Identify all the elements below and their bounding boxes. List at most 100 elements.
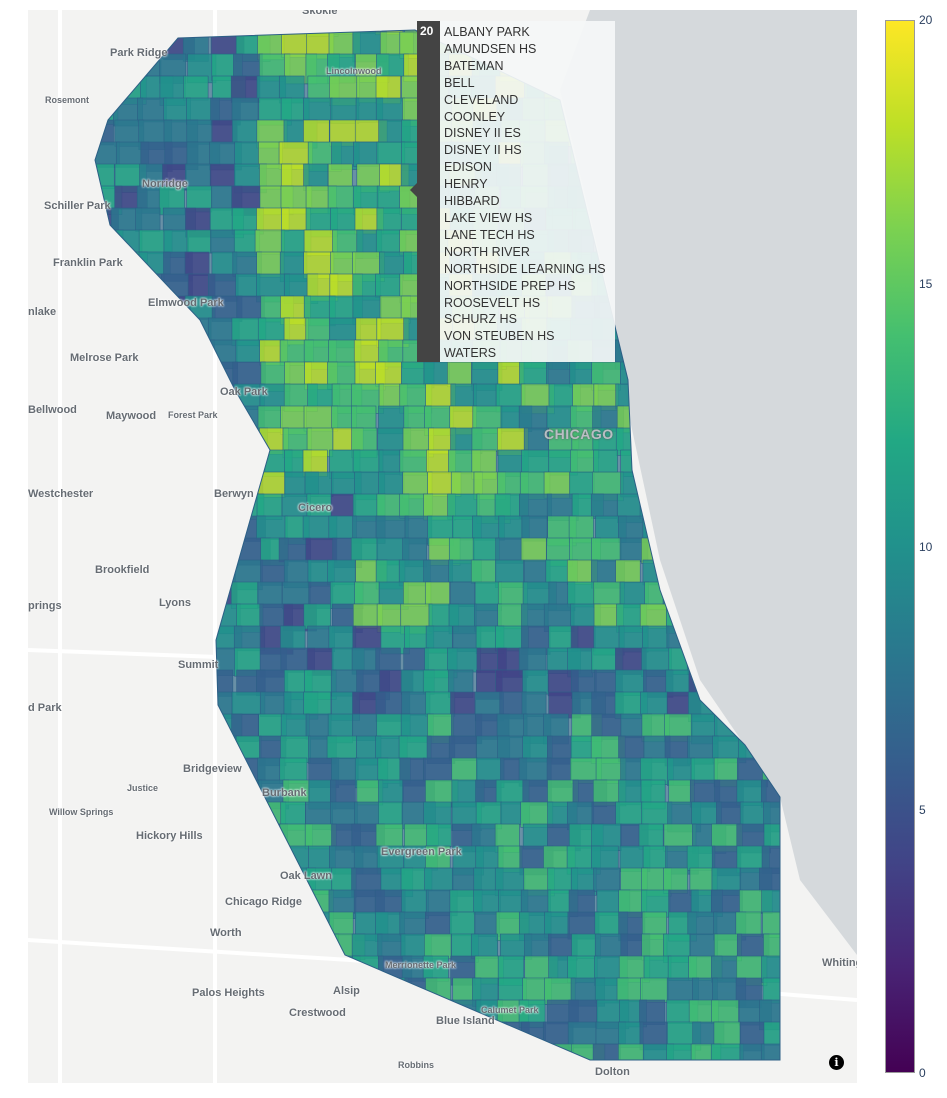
tract-cell[interactable]	[92, 273, 122, 304]
tract-cell[interactable]	[520, 537, 547, 562]
tract-cell[interactable]	[591, 713, 622, 740]
tract-cell[interactable]	[92, 845, 122, 874]
tract-cell[interactable]	[663, 867, 688, 894]
tract-cell[interactable]	[640, 977, 669, 1003]
tract-cell[interactable]	[282, 1043, 314, 1070]
tract-cell[interactable]	[234, 823, 266, 853]
tract-cell[interactable]	[713, 1021, 742, 1049]
tract-cell[interactable]	[789, 934, 821, 960]
tract-cell[interactable]	[423, 757, 453, 782]
tract-cell[interactable]	[640, 1066, 673, 1083]
tract-cell[interactable]	[451, 1043, 477, 1072]
tract-cell[interactable]	[88, 427, 116, 456]
tract-cell[interactable]	[327, 559, 356, 586]
tract-cell[interactable]	[260, 559, 288, 586]
tract-cell[interactable]	[113, 603, 139, 628]
tract-cell[interactable]	[162, 427, 192, 453]
tract-cell[interactable]	[115, 295, 149, 325]
tract-cell[interactable]	[93, 10, 120, 34]
tract-cell[interactable]	[763, 1066, 790, 1083]
tract-cell[interactable]	[785, 978, 816, 1007]
tract-cell[interactable]	[378, 471, 405, 495]
tract-cell[interactable]	[162, 383, 190, 413]
tract-cell[interactable]	[351, 1043, 381, 1071]
tract-cell[interactable]	[304, 933, 339, 957]
tract-cell[interactable]	[495, 1043, 527, 1067]
tract-cell[interactable]	[787, 1044, 814, 1072]
tract-cell[interactable]	[476, 1043, 503, 1074]
tract-cell[interactable]	[233, 53, 263, 81]
tract-cell[interactable]	[114, 493, 141, 521]
tract-cell[interactable]	[183, 10, 215, 37]
tract-cell[interactable]	[496, 713, 528, 739]
tract-cell[interactable]	[353, 1021, 378, 1046]
tract-cell[interactable]	[470, 933, 498, 959]
tract-cell[interactable]	[186, 691, 217, 720]
tract-cell[interactable]	[639, 999, 666, 1025]
tract-cell[interactable]	[161, 339, 189, 369]
tract-cell[interactable]	[735, 911, 762, 937]
tract-cell[interactable]	[184, 1043, 213, 1073]
tract-cell[interactable]	[401, 1021, 431, 1053]
tract-cell[interactable]	[113, 713, 145, 742]
tract-cell[interactable]	[110, 537, 137, 566]
tract-cell[interactable]	[162, 779, 196, 807]
tract-cell[interactable]	[158, 713, 186, 739]
tract-cell[interactable]	[350, 537, 379, 563]
tract-cell[interactable]	[375, 515, 409, 540]
tract-cell[interactable]	[113, 669, 144, 699]
tract-cell[interactable]	[303, 229, 338, 256]
tract-cell[interactable]	[472, 537, 500, 561]
tract-cell[interactable]	[519, 493, 552, 519]
tract-cell[interactable]	[160, 1066, 187, 1083]
tract-cell[interactable]	[93, 955, 127, 985]
tract-cell[interactable]	[160, 801, 187, 825]
tract-cell[interactable]	[254, 229, 285, 255]
tract-cell[interactable]	[618, 1043, 645, 1068]
tract-cell[interactable]	[234, 141, 260, 167]
tract-cell[interactable]	[162, 1043, 193, 1067]
tract-cell[interactable]	[137, 10, 170, 38]
tract-cell[interactable]	[593, 867, 621, 892]
tract-cell[interactable]	[114, 515, 145, 543]
tract-cell[interactable]	[374, 889, 406, 915]
tract-cell[interactable]	[186, 185, 213, 213]
tract-cell[interactable]	[115, 273, 142, 298]
tract-cell[interactable]	[763, 933, 795, 958]
tract-cell[interactable]	[137, 757, 168, 785]
tract-cell[interactable]	[640, 691, 668, 717]
tract-cell[interactable]	[257, 581, 283, 608]
tract-cell[interactable]	[140, 493, 174, 521]
tract-cell[interactable]	[356, 999, 383, 1023]
tract-cell[interactable]	[353, 141, 379, 167]
tract-cell[interactable]	[139, 911, 173, 938]
tract-cell[interactable]	[279, 955, 314, 981]
tract-cell[interactable]	[140, 361, 173, 391]
tract-cell[interactable]	[207, 779, 242, 803]
tract-cell[interactable]	[113, 427, 142, 453]
tract-cell[interactable]	[137, 537, 165, 561]
tract-cell[interactable]	[567, 581, 596, 608]
tract-cell[interactable]	[185, 361, 217, 391]
tract-cell[interactable]	[136, 867, 168, 893]
tract-cell[interactable]	[140, 735, 168, 767]
tract-cell[interactable]	[352, 449, 384, 474]
tract-cell[interactable]	[375, 361, 402, 387]
tract-cell[interactable]	[90, 999, 118, 1028]
tract-cell[interactable]	[207, 515, 239, 539]
tract-cell[interactable]	[519, 361, 549, 386]
tract-cell[interactable]	[183, 867, 214, 891]
tract-cell[interactable]	[591, 537, 622, 562]
tract-cell[interactable]	[140, 955, 172, 981]
tract-cell[interactable]	[424, 933, 452, 960]
tract-cell[interactable]	[763, 823, 791, 849]
tract-cell[interactable]	[304, 1043, 330, 1074]
tract-cell[interactable]	[283, 977, 314, 1002]
tract-cell[interactable]	[91, 779, 121, 807]
tract-cell[interactable]	[257, 911, 284, 941]
tract-cell[interactable]	[327, 163, 353, 187]
tract-cell[interactable]	[209, 163, 236, 187]
tract-cell[interactable]	[450, 1066, 476, 1083]
tract-cell[interactable]	[351, 933, 383, 959]
tract-cell[interactable]	[232, 119, 260, 144]
